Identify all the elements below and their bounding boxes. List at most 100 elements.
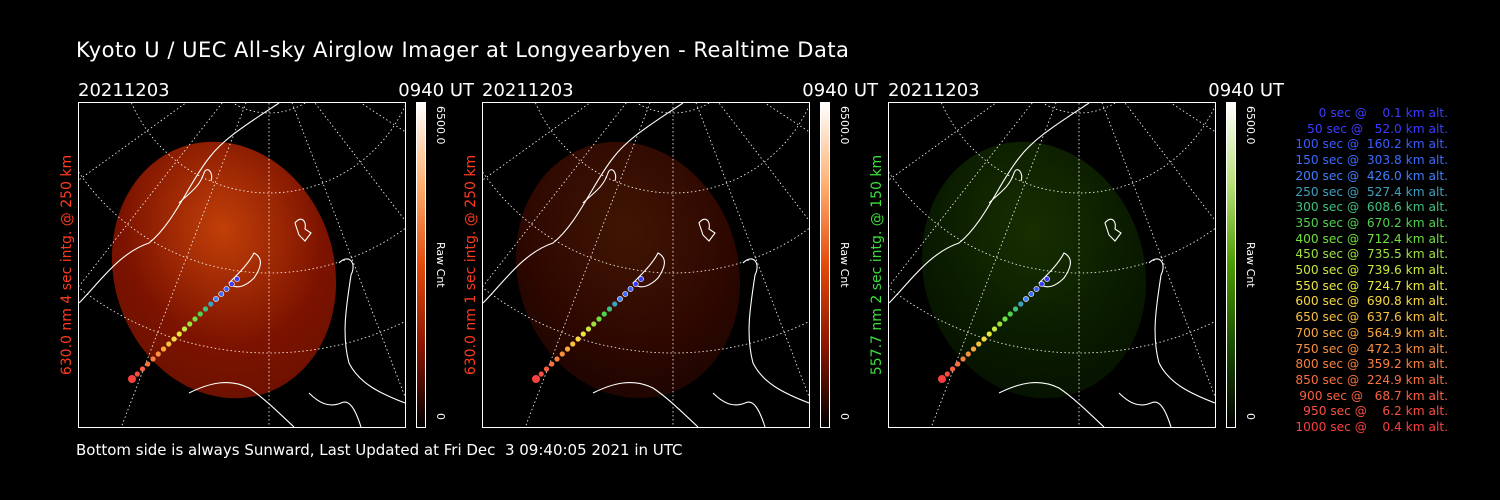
trajectory-point xyxy=(549,361,555,367)
panel-time: 0940 UT xyxy=(398,80,474,101)
trajectory-point xyxy=(627,286,634,292)
colorbar-unit-label: Raw Cnt xyxy=(1244,242,1257,288)
trajectory-point xyxy=(960,356,966,362)
coastline xyxy=(483,103,809,427)
airglow-disk xyxy=(515,141,741,399)
trajectory-point xyxy=(596,316,602,322)
panel-date: 20211203 xyxy=(78,80,170,101)
trajectory-point xyxy=(166,341,172,347)
trajectory-point xyxy=(223,286,230,292)
trajectory-point xyxy=(991,326,998,332)
trajectory-point xyxy=(949,366,956,372)
trajectory-point xyxy=(612,301,618,307)
colorbar-max-label: 6500.0 xyxy=(1244,106,1257,145)
trajectory-point xyxy=(1018,301,1024,307)
legend-entry: 100 sec @ 160.2 km alt. xyxy=(1291,137,1448,152)
trajectory-point xyxy=(981,336,987,342)
trajectory-point xyxy=(208,301,214,307)
trajectory-point xyxy=(213,296,219,302)
legend-entry: 800 sec @ 359.2 km alt. xyxy=(1291,357,1448,372)
trajectory-legend: 0 sec @ 0.1 km alt. 50 sec @ 52.0 km alt… xyxy=(1268,106,1448,436)
allsky-map xyxy=(78,102,406,428)
panel-630-4sec: 20211203 0940 UT 630.0 nm 4 sec intg. @ … xyxy=(59,80,478,430)
trajectory-point xyxy=(538,371,544,377)
trajectory-point xyxy=(228,281,235,287)
trajectory-point xyxy=(632,281,639,287)
trajectory-point xyxy=(554,356,560,362)
panel-side-label: 630.0 nm 1 sec intg. @ 250 km xyxy=(463,154,479,376)
trajectory-point xyxy=(181,326,188,332)
trajectory-point xyxy=(575,336,581,342)
trajectory-point xyxy=(559,351,565,357)
trajectory-point xyxy=(1012,306,1019,312)
panel-side-label: 630.0 nm 4 sec intg. @ 250 km xyxy=(59,154,75,376)
trajectory-point xyxy=(218,291,225,297)
trajectory-point xyxy=(171,336,177,342)
trajectory-point xyxy=(1023,296,1029,302)
trajectory-point xyxy=(1007,311,1013,317)
colorbar-unit-label: Raw Cnt xyxy=(838,242,851,288)
panel-time: 0940 UT xyxy=(802,80,878,101)
trajectory-point xyxy=(944,371,950,377)
trajectory-point xyxy=(234,276,240,282)
trajectory-point xyxy=(997,321,1003,327)
legend-entry: 700 sec @ 564.9 km alt. xyxy=(1291,325,1448,340)
colorbar-min-label: 0 xyxy=(838,413,851,420)
trajectory-point xyxy=(543,366,550,372)
trajectory-point xyxy=(192,316,198,322)
trajectory-point xyxy=(617,296,623,302)
trajectory-point xyxy=(150,356,156,362)
colorbar-unit-label: Raw Cnt xyxy=(434,242,447,288)
colorbar-min-label: 0 xyxy=(434,413,447,420)
colorbar-max-label: 6500.0 xyxy=(434,106,447,145)
trajectory-point xyxy=(1033,286,1040,292)
panel-557-2sec: 20211203 0940 UT 557.7 nm 2 sec intg. @ … xyxy=(869,80,1288,430)
legend-entry: 250 sec @ 527.4 km alt. xyxy=(1291,184,1448,199)
panel-630-1sec: 20211203 0940 UT 630.0 nm 1 sec intg. @ … xyxy=(463,80,882,430)
trajectory-point xyxy=(585,326,592,332)
panel-date: 20211203 xyxy=(888,80,980,101)
trajectory xyxy=(128,276,240,383)
trajectory-point xyxy=(638,276,644,282)
trajectory-point xyxy=(145,361,151,367)
trajectory-point xyxy=(938,375,946,383)
trajectory-point xyxy=(139,366,146,372)
panel-time: 0940 UT xyxy=(1208,80,1284,101)
panel-side-label: 557.7 nm 2 sec intg. @ 150 km xyxy=(869,154,885,376)
trajectory xyxy=(938,276,1050,383)
legend-entry: 0 sec @ 0.1 km alt. xyxy=(1307,106,1448,120)
trajectory-point xyxy=(128,375,136,383)
trajectory-point xyxy=(580,331,586,337)
legend-entry: 550 sec @ 724.7 km alt. xyxy=(1291,278,1448,293)
trajectory-point xyxy=(176,331,182,337)
legend-entry: 900 sec @ 68.7 km alt. xyxy=(1295,388,1448,403)
trajectory-point xyxy=(1038,281,1045,287)
legend-entry: 1000 sec @ 0.4 km alt. xyxy=(1295,420,1448,435)
trajectory-point xyxy=(155,351,161,357)
legend-entry: 450 sec @ 735.5 km alt. xyxy=(1291,247,1448,262)
legend-entry: 400 sec @ 712.4 km alt. xyxy=(1291,231,1448,246)
trajectory-point xyxy=(970,346,977,352)
trajectory xyxy=(532,276,644,383)
trajectory-point xyxy=(1028,291,1035,297)
trajectory-point xyxy=(591,321,597,327)
legend-entry: 350 sec @ 670.2 km alt. xyxy=(1291,215,1448,230)
trajectory-point xyxy=(532,375,540,383)
footer-status: Bottom side is always Sunward, Last Upda… xyxy=(76,441,683,459)
allsky-map xyxy=(482,102,810,428)
panel-date: 20211203 xyxy=(482,80,574,101)
legend-entry: 50 sec @ 52.0 km alt. xyxy=(1299,121,1448,136)
trajectory-point xyxy=(160,346,167,352)
coastline xyxy=(79,103,405,427)
trajectory-point xyxy=(197,311,203,317)
legend-entry: 750 sec @ 472.3 km alt. xyxy=(1291,341,1448,356)
legend-entry: 200 sec @ 426.0 km alt. xyxy=(1291,168,1448,183)
trajectory-point xyxy=(134,371,140,377)
colorbar xyxy=(820,102,830,428)
colorbar xyxy=(416,102,426,428)
allsky-map xyxy=(888,102,1216,428)
trajectory-point xyxy=(1002,316,1008,322)
trajectory-point xyxy=(187,321,193,327)
trajectory-point xyxy=(202,306,209,312)
legend-entry: 950 sec @ 6.2 km alt. xyxy=(1299,404,1448,419)
